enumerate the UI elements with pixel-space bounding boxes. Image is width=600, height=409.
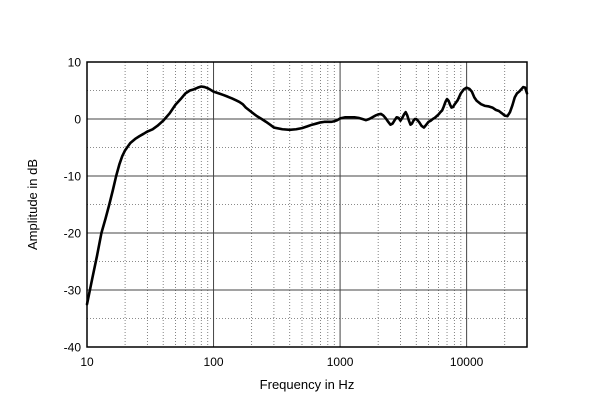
series-line-amplitude bbox=[85, 85, 529, 306]
x-tick-label: 10 bbox=[80, 355, 94, 369]
x-tick-label: 10000 bbox=[450, 355, 484, 369]
y-tick-label: 0 bbox=[74, 113, 81, 127]
minor-grid bbox=[87, 62, 528, 347]
y-tick-label: -10 bbox=[64, 170, 82, 184]
y-tick-label: -40 bbox=[64, 341, 82, 355]
y-axis-label: Amplitude in dB bbox=[25, 159, 40, 250]
y-tick-labels: 10 0 -10 -20 -30 -40 bbox=[64, 56, 82, 355]
x-tick-labels: 10 100 1000 10000 bbox=[80, 355, 483, 369]
y-tick-label: -30 bbox=[64, 284, 82, 298]
y-tick-label: 10 bbox=[68, 56, 82, 70]
plot-frame bbox=[86, 61, 528, 348]
x-tick-label: 1000 bbox=[327, 355, 354, 369]
y-tick-label: -20 bbox=[64, 227, 82, 241]
x-tick-label: 100 bbox=[204, 355, 224, 369]
x-axis-label: Frequency in Hz bbox=[260, 377, 355, 392]
